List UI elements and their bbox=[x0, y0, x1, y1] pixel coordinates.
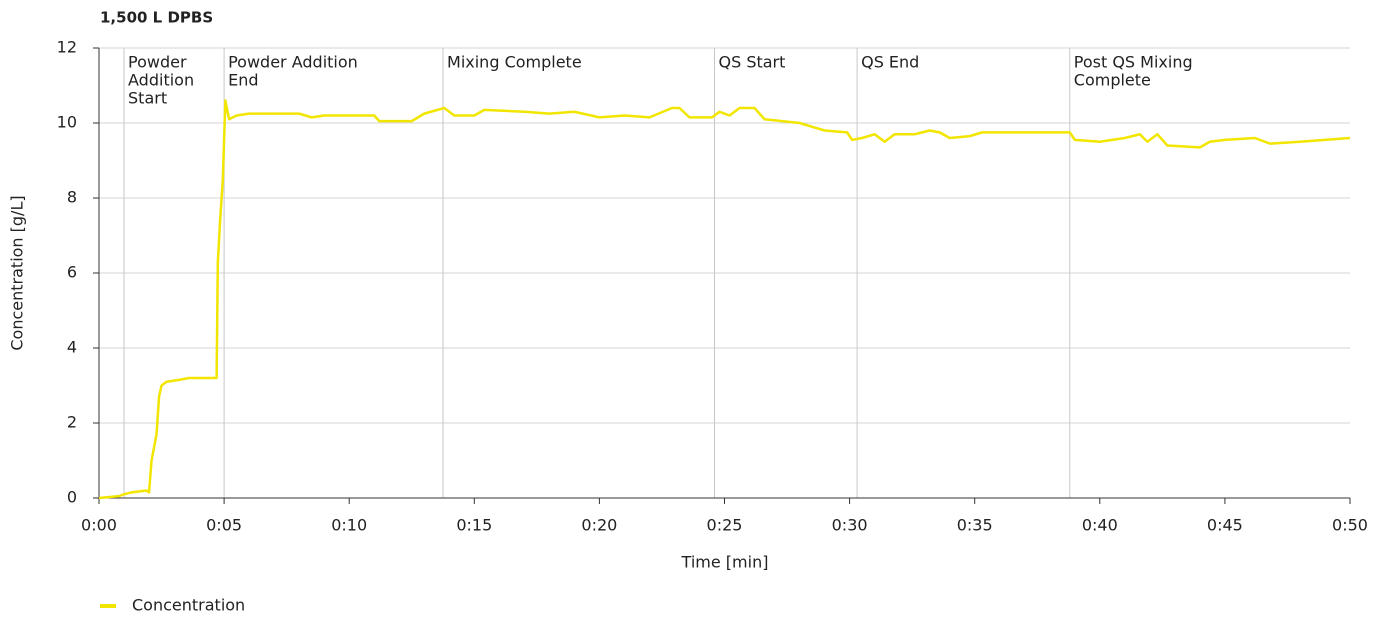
annotation-label: Mixing Complete bbox=[447, 53, 582, 72]
annotation-label: Start bbox=[128, 89, 167, 108]
annotation-label: Post QS Mixing bbox=[1074, 53, 1193, 72]
x-tick-label: 0:50 bbox=[1332, 516, 1368, 535]
x-tick-label: 0:00 bbox=[81, 516, 117, 535]
x-tick-label: 0:30 bbox=[832, 516, 868, 535]
y-tick-label: 0 bbox=[67, 488, 77, 507]
y-tick-label: 2 bbox=[67, 413, 77, 432]
x-tick-label: 0:15 bbox=[456, 516, 492, 535]
x-axis-label: Time [min] bbox=[681, 553, 769, 572]
annotation-label: Powder bbox=[128, 53, 187, 72]
x-tick-label: 0:05 bbox=[206, 516, 242, 535]
x-tick-label: 0:40 bbox=[1082, 516, 1118, 535]
x-tick-label: 0:20 bbox=[581, 516, 617, 535]
annotation-label: QS End bbox=[861, 53, 919, 72]
annotation-label: Complete bbox=[1074, 71, 1151, 90]
x-tick-label: 0:10 bbox=[331, 516, 367, 535]
y-tick-label: 4 bbox=[67, 338, 77, 357]
y-tick-label: 6 bbox=[67, 263, 77, 282]
x-tick-label: 0:45 bbox=[1207, 516, 1243, 535]
chart-title: 1,500 L DPBS bbox=[100, 9, 213, 27]
legend-label: Concentration bbox=[132, 596, 245, 615]
annotation-label: End bbox=[228, 71, 258, 90]
x-tick-label: 0:35 bbox=[957, 516, 993, 535]
y-tick-label: 12 bbox=[57, 38, 77, 57]
data-line bbox=[98, 99, 1351, 500]
y-tick-label: 10 bbox=[57, 113, 77, 132]
x-tick-label: 0:25 bbox=[707, 516, 743, 535]
y-tick-label: 8 bbox=[67, 188, 77, 207]
annotation-label: QS Start bbox=[718, 53, 785, 72]
annotation-label: Powder Addition bbox=[228, 53, 358, 72]
annotation-label: Addition bbox=[128, 71, 194, 90]
y-axis-label: Concentration [g/L] bbox=[8, 195, 27, 350]
